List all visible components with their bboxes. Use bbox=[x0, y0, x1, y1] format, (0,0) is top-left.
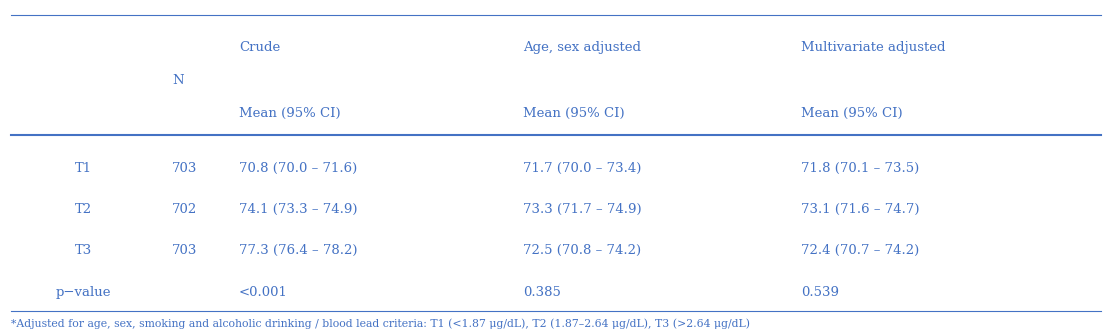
Text: 73.1 (71.6 – 74.7): 73.1 (71.6 – 74.7) bbox=[801, 203, 920, 216]
Text: Mean (95% CI): Mean (95% CI) bbox=[523, 107, 624, 120]
Text: 77.3 (76.4 – 78.2): 77.3 (76.4 – 78.2) bbox=[239, 244, 358, 257]
Text: <0.001: <0.001 bbox=[239, 285, 288, 299]
Text: 73.3 (71.7 – 74.9): 73.3 (71.7 – 74.9) bbox=[523, 203, 642, 216]
Text: 74.1 (73.3 – 74.9): 74.1 (73.3 – 74.9) bbox=[239, 203, 358, 216]
Text: *Adjusted for age, sex, smoking and alcoholic drinking / blood lead criteria: T1: *Adjusted for age, sex, smoking and alco… bbox=[11, 318, 751, 329]
Text: 0.539: 0.539 bbox=[801, 285, 838, 299]
Text: T3: T3 bbox=[75, 244, 92, 257]
Text: Mean (95% CI): Mean (95% CI) bbox=[239, 107, 340, 120]
Text: T2: T2 bbox=[75, 203, 92, 216]
Text: 0.385: 0.385 bbox=[523, 285, 560, 299]
Text: N: N bbox=[172, 74, 183, 87]
Text: Multivariate adjusted: Multivariate adjusted bbox=[801, 41, 945, 54]
Text: 72.5 (70.8 – 74.2): 72.5 (70.8 – 74.2) bbox=[523, 244, 641, 257]
Text: 703: 703 bbox=[172, 162, 198, 175]
Text: 71.8 (70.1 – 73.5): 71.8 (70.1 – 73.5) bbox=[801, 162, 919, 175]
Text: T1: T1 bbox=[75, 162, 92, 175]
Text: p−value: p−value bbox=[56, 285, 111, 299]
Text: 703: 703 bbox=[172, 244, 198, 257]
Text: 702: 702 bbox=[172, 203, 198, 216]
Text: Crude: Crude bbox=[239, 41, 280, 54]
Text: 70.8 (70.0 – 71.6): 70.8 (70.0 – 71.6) bbox=[239, 162, 357, 175]
Text: Mean (95% CI): Mean (95% CI) bbox=[801, 107, 902, 120]
Text: Age, sex adjusted: Age, sex adjusted bbox=[523, 41, 641, 54]
Text: 71.7 (70.0 – 73.4): 71.7 (70.0 – 73.4) bbox=[523, 162, 641, 175]
Text: 72.4 (70.7 – 74.2): 72.4 (70.7 – 74.2) bbox=[801, 244, 919, 257]
